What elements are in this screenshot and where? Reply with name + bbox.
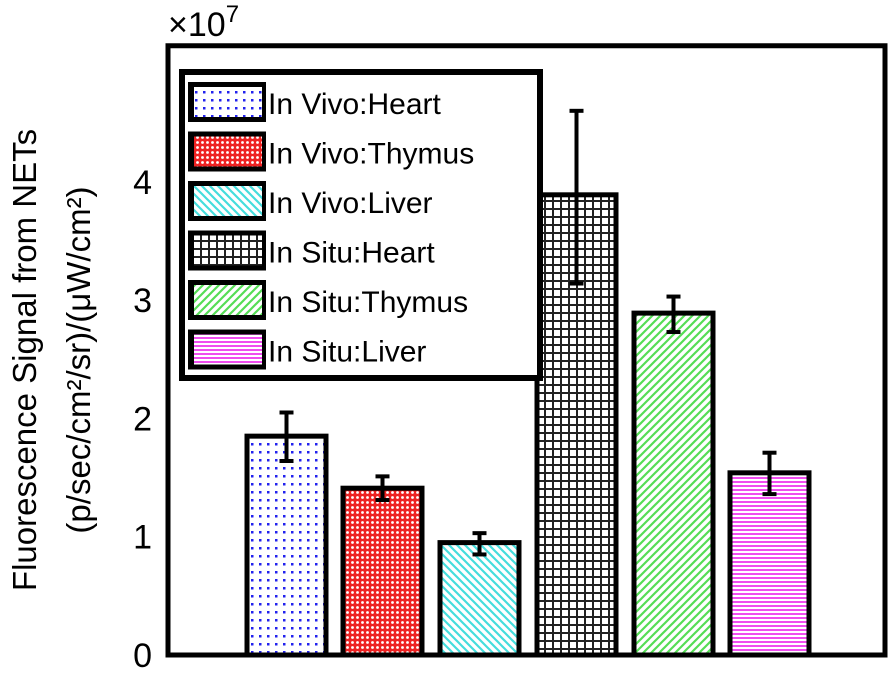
y-tick-label: 3: [133, 282, 152, 320]
bar-in-situ-thymus: [631, 310, 716, 658]
error-bar: [472, 531, 487, 557]
legend-label: In Situ:Thymus: [268, 286, 468, 319]
legend-item: In Situ:Heart: [188, 230, 435, 271]
legend-item: In Vivo:Thymus: [188, 131, 474, 172]
legend-item: In Situ:Liver: [188, 329, 426, 370]
y-multiplier: ×107: [168, 1, 239, 44]
y-tick-label: 0: [133, 637, 152, 675]
legend-label: In Situ:Heart: [268, 237, 435, 270]
legend-item: In Situ:Thymus: [188, 280, 468, 320]
plot-frame: [165, 43, 888, 658]
error-bar: [762, 450, 777, 497]
y-axis-label-line1: Fluorescence Signal from NETs: [6, 129, 43, 591]
legend-label: In Vivo:Thymus: [268, 138, 474, 171]
legend-label: In Situ:Liver: [268, 336, 426, 369]
error-bar: [375, 474, 390, 503]
legend: In Vivo:Heart In Vivo:Thymus In Vivo:Liver…: [179, 69, 543, 381]
error-bar: [569, 108, 584, 286]
y-axis-label-line2: (p/sec/cm²/sr)/(μW/cm²): [60, 186, 97, 533]
legend-item: In Vivo:Liver: [188, 181, 433, 221]
bar-in-vivo-thymus: [340, 485, 425, 658]
y-tick-label: 1: [133, 519, 152, 557]
legend-label: In Vivo:Heart: [268, 88, 442, 121]
bar-in-vivo-liver: [437, 540, 522, 658]
y-tick-label: 2: [133, 400, 152, 438]
y-tick-label: 4: [133, 164, 152, 202]
bar-in-situ-liver: [727, 470, 812, 658]
bar-in-vivo-heart: [244, 433, 329, 658]
legend-label: In Vivo:Liver: [268, 187, 433, 220]
error-bar: [666, 294, 681, 335]
error-bar: [279, 410, 294, 463]
legend-item: In Vivo:Heart: [188, 82, 442, 122]
